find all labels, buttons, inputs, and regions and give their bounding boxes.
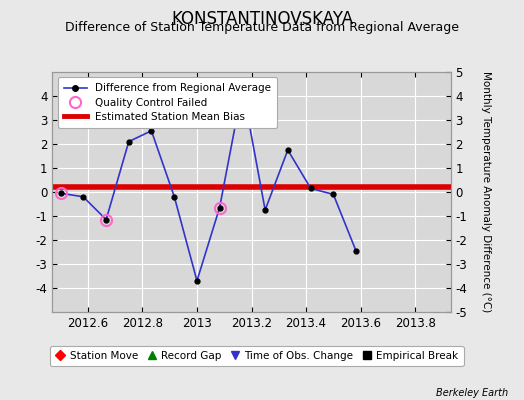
Legend: Difference from Regional Average, Quality Control Failed, Estimated Station Mean: Difference from Regional Average, Qualit… [58, 77, 277, 128]
Text: KONSTANTINOVSKAYA: KONSTANTINOVSKAYA [171, 10, 353, 28]
Text: Difference of Station Temperature Data from Regional Average: Difference of Station Temperature Data f… [65, 21, 459, 34]
Y-axis label: Monthly Temperature Anomaly Difference (°C): Monthly Temperature Anomaly Difference (… [481, 71, 492, 313]
Text: Berkeley Earth: Berkeley Earth [436, 388, 508, 398]
Legend: Station Move, Record Gap, Time of Obs. Change, Empirical Break: Station Move, Record Gap, Time of Obs. C… [50, 346, 464, 366]
